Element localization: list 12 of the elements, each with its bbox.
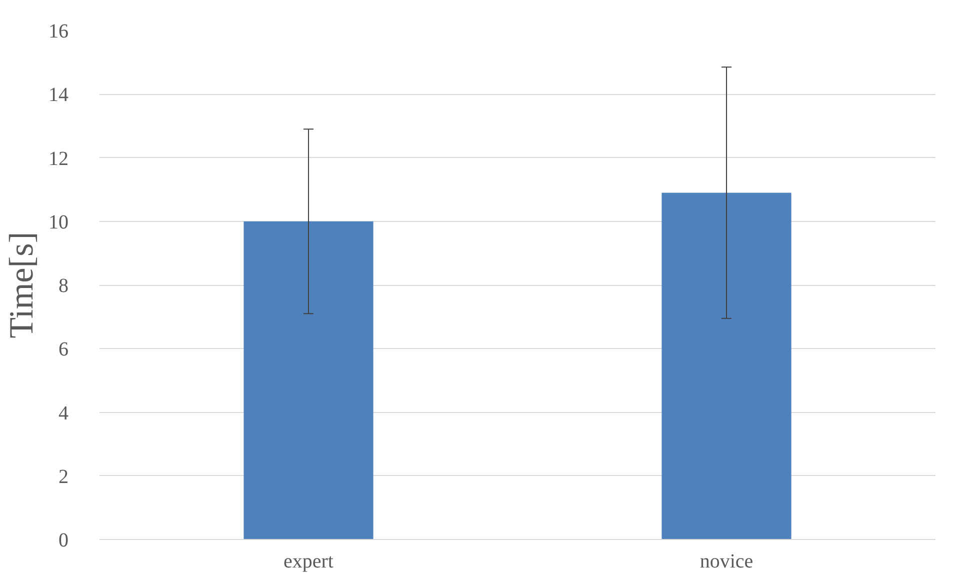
y-tick-label: 10 bbox=[48, 211, 68, 234]
y-axis-title: Time[s] bbox=[4, 232, 40, 338]
y-tick-label: 16 bbox=[48, 20, 68, 42]
y-tick-label: 8 bbox=[58, 275, 68, 297]
y-tick-label: 12 bbox=[48, 148, 68, 170]
y-tick-label: 6 bbox=[58, 338, 68, 361]
y-tick-label: 4 bbox=[58, 402, 68, 424]
x-tick-label: expert bbox=[284, 550, 334, 572]
y-tick-label: 2 bbox=[58, 466, 68, 488]
y-tick-label: 14 bbox=[48, 84, 68, 106]
y-tick-label: 0 bbox=[58, 530, 68, 552]
x-tick-label: novice bbox=[700, 550, 754, 572]
